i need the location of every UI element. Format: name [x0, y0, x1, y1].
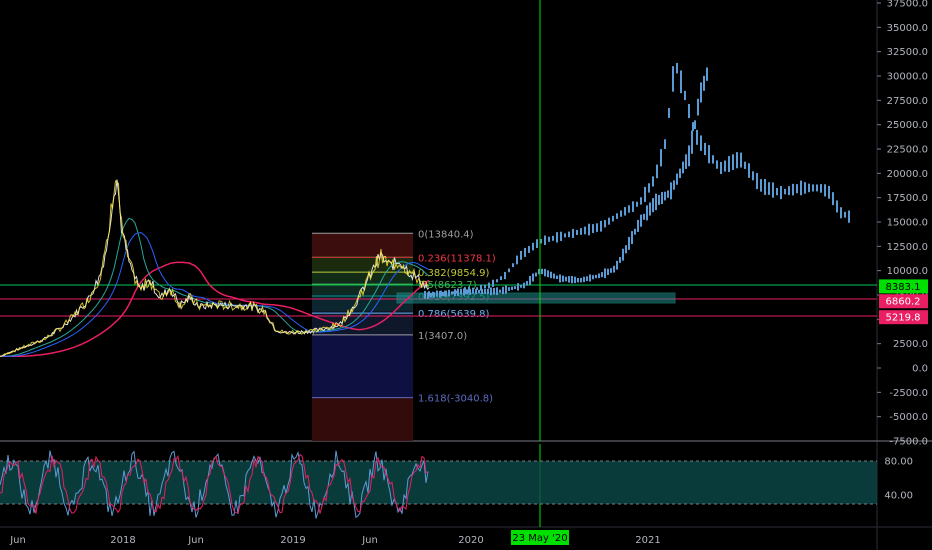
y-tick-label: 12500.0	[887, 242, 928, 253]
fib-level-label: 1(3407.0)	[418, 331, 467, 342]
fib-level-label: 0.786(5639.8)	[418, 309, 490, 320]
fib-level-label: 0.5(8623.7)	[418, 280, 477, 291]
oscillator-tick-label: 80.00	[884, 457, 913, 468]
y-tick-label: 10000.0	[887, 266, 928, 277]
y-tick-label: -7500.0	[889, 437, 928, 448]
target-zone-box[interactable]	[396, 292, 676, 304]
x-tick-label: Jun	[9, 535, 26, 546]
fib-zone-0	[312, 233, 413, 256]
y-tick-label: 27500.0	[887, 96, 928, 107]
y-tick-label: 15000.0	[887, 218, 928, 229]
crosshair-date-text: 23 May '20	[512, 533, 567, 544]
y-tick-label: -5000.0	[889, 412, 928, 423]
oscillator-k-line	[0, 450, 429, 519]
fib-zone-618	[312, 294, 413, 311]
fib-zone-1	[312, 334, 413, 397]
fib-zone-1618	[312, 397, 413, 441]
y-tick-label: 37500.0	[887, 0, 928, 10]
moving-average-blue	[0, 231, 430, 357]
x-tick-label: 2018	[110, 535, 135, 546]
price-badge-text: 5219.8	[886, 313, 921, 324]
y-tick-label: 22500.0	[887, 145, 928, 156]
moving-average-red	[0, 261, 430, 358]
y-tick-label: 32500.0	[887, 47, 928, 58]
price-badge-text: 6860.2	[886, 297, 921, 308]
fibonacci-retracement[interactable]	[312, 233, 413, 441]
projection-upper-series	[424, 62, 850, 298]
x-tick-label: Jun	[361, 535, 378, 546]
y-tick-label: -2500.0	[889, 388, 928, 399]
y-tick-label: 0.0	[912, 364, 928, 375]
price-badge	[879, 294, 928, 309]
x-axis[interactable]: Jun 2018 Jun 2019 Jun 2020 2021	[9, 535, 661, 546]
fib-level-label: 0.236(11378.1)	[418, 253, 496, 264]
y-tick-label: 20000.0	[887, 169, 928, 180]
oscillator-tick-label: 40.00	[884, 491, 913, 502]
oscillator-d-line	[0, 453, 429, 514]
x-tick-label: 2020	[458, 535, 483, 546]
fib-level-label: 0.382(9854.9)	[418, 268, 490, 279]
y-tick-label: 17500.0	[887, 193, 928, 204]
projection-lower-series	[424, 67, 708, 299]
x-tick-label: 2021	[635, 535, 660, 546]
x-tick-label: Jun	[187, 535, 204, 546]
y-tick-label: 35000.0	[887, 23, 928, 34]
fib-level-label: 1.618(-3040.8)	[418, 394, 493, 405]
y-tick-label: 2500.0	[893, 339, 928, 350]
fib-zone-382	[312, 270, 413, 282]
crosshair-date-badge: 23 May '20	[511, 530, 569, 545]
oscillator-band	[0, 461, 877, 504]
price-badge-text: 8383.1	[886, 282, 921, 293]
price-badges: 8383.1 6860.2 5219.8	[879, 279, 928, 325]
x-tick-label: 2019	[280, 535, 305, 546]
fib-level-label: 0(13840.4)	[418, 229, 474, 240]
price-overlay-yellow	[0, 180, 430, 357]
oscillator-axis[interactable]: 80.00 40.00	[884, 457, 913, 502]
price-badge	[879, 310, 928, 325]
y-tick-label: 25000.0	[887, 120, 928, 131]
fib-zone-236	[312, 256, 413, 270]
y-tick-label: 30000.0	[887, 72, 928, 83]
price-badge	[879, 279, 928, 294]
